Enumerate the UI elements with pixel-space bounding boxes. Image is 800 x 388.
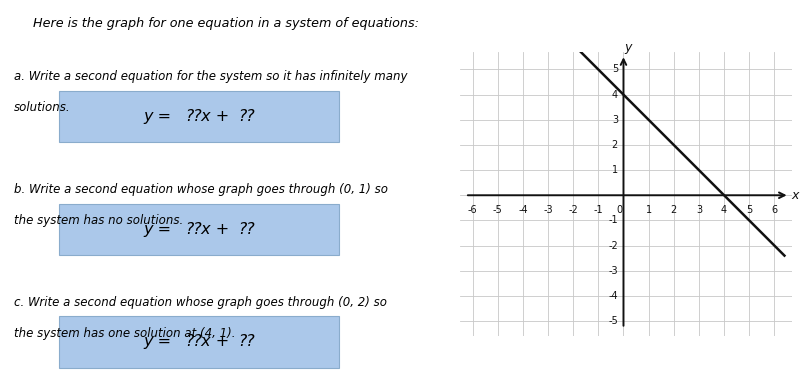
Text: x: x	[791, 189, 799, 202]
FancyBboxPatch shape	[58, 204, 339, 255]
Text: -2: -2	[568, 205, 578, 215]
Text: 5: 5	[612, 64, 618, 74]
Text: -1: -1	[594, 205, 603, 215]
Text: 1: 1	[646, 205, 652, 215]
Text: the system has one solution at (4, 1).: the system has one solution at (4, 1).	[14, 327, 235, 340]
Text: 2: 2	[612, 140, 618, 150]
Text: a. Write a second equation for the system so it has infinitely many: a. Write a second equation for the syste…	[14, 71, 407, 83]
Text: 6: 6	[771, 205, 778, 215]
Text: solutions.: solutions.	[14, 101, 70, 114]
Text: -6: -6	[468, 205, 478, 215]
Text: -1: -1	[608, 215, 618, 225]
Text: 1: 1	[612, 165, 618, 175]
Text: y =   ⁇x +  ⁇: y = ⁇x + ⁇	[143, 334, 254, 350]
Text: Here is the graph for one equation in a system of equations:: Here is the graph for one equation in a …	[33, 17, 419, 30]
Text: -3: -3	[608, 266, 618, 276]
Text: 4: 4	[612, 90, 618, 100]
Text: 2: 2	[670, 205, 677, 215]
Text: 4: 4	[721, 205, 727, 215]
Text: 3: 3	[696, 205, 702, 215]
Text: 3: 3	[612, 115, 618, 125]
Text: b. Write a second equation whose graph goes through (0, 1) so: b. Write a second equation whose graph g…	[14, 183, 387, 196]
Text: 0: 0	[617, 205, 622, 215]
FancyBboxPatch shape	[58, 316, 339, 367]
Text: y =   ⁇x +  ⁇: y = ⁇x + ⁇	[143, 222, 254, 237]
Text: the system has no solutions.: the system has no solutions.	[14, 214, 183, 227]
Text: 5: 5	[746, 205, 752, 215]
Text: -5: -5	[493, 205, 502, 215]
Text: c. Write a second equation whose graph goes through (0, 2) so: c. Write a second equation whose graph g…	[14, 296, 386, 309]
Text: -4: -4	[518, 205, 528, 215]
Text: -2: -2	[608, 241, 618, 251]
Text: -5: -5	[608, 316, 618, 326]
FancyBboxPatch shape	[58, 91, 339, 142]
Text: -4: -4	[608, 291, 618, 301]
Text: y =   ⁇x +  ⁇: y = ⁇x + ⁇	[143, 109, 254, 124]
Text: y: y	[624, 41, 632, 54]
Text: -3: -3	[543, 205, 553, 215]
